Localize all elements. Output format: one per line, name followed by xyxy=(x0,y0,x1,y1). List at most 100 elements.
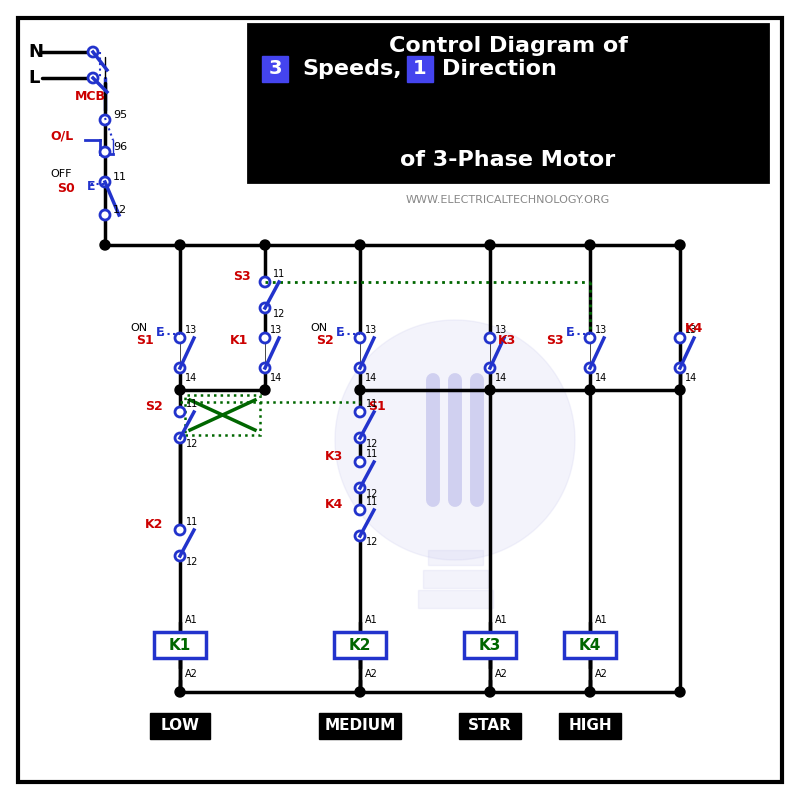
Text: A2: A2 xyxy=(365,669,378,679)
Text: 14: 14 xyxy=(495,373,507,383)
Text: Control Diagram of: Control Diagram of xyxy=(389,36,627,56)
Circle shape xyxy=(585,385,595,395)
Circle shape xyxy=(355,531,365,541)
Text: Direction: Direction xyxy=(442,59,557,79)
Text: O/L: O/L xyxy=(50,130,74,142)
Circle shape xyxy=(175,407,185,417)
Text: 12: 12 xyxy=(366,537,378,547)
FancyBboxPatch shape xyxy=(422,570,487,588)
Circle shape xyxy=(88,47,98,57)
Text: WWW.ELECTRICALTECHNOLOGY.ORG: WWW.ELECTRICALTECHNOLOGY.ORG xyxy=(406,195,610,205)
Text: 11: 11 xyxy=(113,172,127,182)
Circle shape xyxy=(355,483,365,493)
Circle shape xyxy=(355,363,365,373)
Circle shape xyxy=(260,277,270,287)
Text: Speeds,: Speeds, xyxy=(302,59,402,79)
Text: L: L xyxy=(28,69,39,87)
Text: of 3-Phase Motor: of 3-Phase Motor xyxy=(400,150,616,170)
Text: 13: 13 xyxy=(365,325,378,335)
Circle shape xyxy=(260,303,270,313)
Text: 11: 11 xyxy=(186,517,198,527)
FancyBboxPatch shape xyxy=(150,713,210,739)
Text: MEDIUM: MEDIUM xyxy=(324,718,396,734)
Circle shape xyxy=(175,433,185,443)
FancyBboxPatch shape xyxy=(262,56,288,82)
Circle shape xyxy=(175,240,185,250)
Circle shape xyxy=(675,385,685,395)
FancyBboxPatch shape xyxy=(334,632,386,658)
Text: S0: S0 xyxy=(57,182,74,194)
Text: 1: 1 xyxy=(413,59,427,78)
Text: 12: 12 xyxy=(186,557,198,567)
Circle shape xyxy=(355,385,365,395)
FancyBboxPatch shape xyxy=(418,590,493,608)
Text: 13: 13 xyxy=(185,325,198,335)
FancyBboxPatch shape xyxy=(18,18,782,782)
FancyBboxPatch shape xyxy=(564,632,616,658)
Text: S2: S2 xyxy=(316,334,334,347)
Text: HIGH: HIGH xyxy=(568,718,612,734)
Circle shape xyxy=(175,687,185,697)
Circle shape xyxy=(175,385,185,395)
Text: K3: K3 xyxy=(479,638,501,653)
Text: 13: 13 xyxy=(270,325,282,335)
Text: E: E xyxy=(566,326,574,338)
FancyBboxPatch shape xyxy=(319,713,401,739)
Circle shape xyxy=(175,363,185,373)
Circle shape xyxy=(355,687,365,697)
Circle shape xyxy=(260,240,270,250)
FancyBboxPatch shape xyxy=(427,550,482,565)
Text: N: N xyxy=(28,43,43,61)
Circle shape xyxy=(175,525,185,535)
Text: K4: K4 xyxy=(325,498,343,510)
Circle shape xyxy=(175,333,185,343)
Text: K2: K2 xyxy=(145,518,163,530)
FancyBboxPatch shape xyxy=(559,713,621,739)
Text: 14: 14 xyxy=(595,373,607,383)
Text: S3: S3 xyxy=(233,270,250,282)
Text: K1: K1 xyxy=(230,334,248,347)
Circle shape xyxy=(100,177,110,187)
Text: K4: K4 xyxy=(579,638,601,653)
Text: MCB: MCB xyxy=(75,90,106,102)
Circle shape xyxy=(675,333,685,343)
Text: LOW: LOW xyxy=(161,718,199,734)
Text: E: E xyxy=(336,326,345,338)
Text: 12: 12 xyxy=(366,489,378,499)
Text: 96: 96 xyxy=(113,142,127,152)
Text: K1: K1 xyxy=(169,638,191,653)
Text: 14: 14 xyxy=(270,373,282,383)
Circle shape xyxy=(260,363,270,373)
Circle shape xyxy=(485,363,495,373)
Circle shape xyxy=(100,210,110,220)
Text: K3: K3 xyxy=(325,450,343,462)
Circle shape xyxy=(355,505,365,515)
Text: 14: 14 xyxy=(685,373,698,383)
Circle shape xyxy=(260,385,270,395)
Text: A2: A2 xyxy=(595,669,608,679)
Text: A1: A1 xyxy=(185,615,198,625)
FancyBboxPatch shape xyxy=(464,632,516,658)
Text: 13: 13 xyxy=(595,325,607,335)
Circle shape xyxy=(585,240,595,250)
Text: 11: 11 xyxy=(366,449,378,459)
Circle shape xyxy=(355,433,365,443)
Text: STAR: STAR xyxy=(468,718,512,734)
FancyBboxPatch shape xyxy=(154,632,206,658)
Text: E: E xyxy=(87,179,95,193)
Text: 13: 13 xyxy=(685,325,698,335)
Circle shape xyxy=(485,333,495,343)
Circle shape xyxy=(355,457,365,467)
Polygon shape xyxy=(335,320,575,560)
Circle shape xyxy=(675,363,685,373)
Text: 12: 12 xyxy=(186,439,198,449)
Circle shape xyxy=(355,240,365,250)
Circle shape xyxy=(100,240,110,250)
FancyBboxPatch shape xyxy=(459,713,521,739)
Text: K3: K3 xyxy=(498,334,516,347)
Text: 3: 3 xyxy=(268,59,282,78)
Text: S1: S1 xyxy=(368,399,386,413)
Text: 14: 14 xyxy=(185,373,198,383)
Text: OFF: OFF xyxy=(50,169,71,179)
Text: E: E xyxy=(156,326,165,338)
